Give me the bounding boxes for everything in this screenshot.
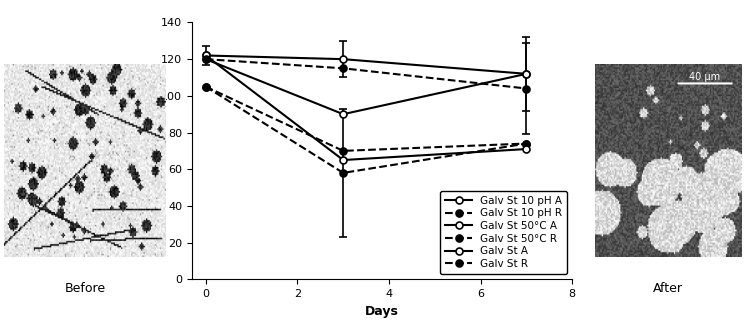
Text: After: After <box>653 282 683 295</box>
Text: Before: Before <box>65 282 105 295</box>
Galv St 10 pH A <box>339 112 348 116</box>
Galv St A <box>522 147 531 151</box>
Galv St 50°C R <box>339 149 348 153</box>
Galv St 10 pH R <box>201 85 210 89</box>
Line: Galv St R: Galv St R <box>203 56 530 92</box>
Galv St 50°C A <box>201 54 210 57</box>
Line: Galv St 10 pH A: Galv St 10 pH A <box>203 56 530 118</box>
Galv St 50°C A <box>522 72 531 76</box>
Galv St 10 pH R <box>522 142 531 145</box>
Legend: Galv St 10 pH A, Galv St 10 pH R, Galv St 50°C A, Galv St 50°C R, Galv St A, Gal: Galv St 10 pH A, Galv St 10 pH R, Galv S… <box>441 191 567 274</box>
Galv St 50°C A <box>339 57 348 61</box>
Galv St R <box>339 66 348 70</box>
Galv St R <box>201 57 210 61</box>
Galv St 10 pH A <box>522 72 531 76</box>
Y-axis label: Contact Angle: Contact Angle <box>142 107 156 195</box>
Galv St R <box>522 87 531 91</box>
X-axis label: Days: Days <box>365 305 399 317</box>
Galv St 50°C R <box>522 142 531 145</box>
Galv St A <box>339 158 348 162</box>
Line: Galv St 10 pH R: Galv St 10 pH R <box>203 83 530 176</box>
Line: Galv St 50°C R: Galv St 50°C R <box>203 83 530 154</box>
Galv St 10 pH R <box>339 171 348 175</box>
Line: Galv St 50°C A: Galv St 50°C A <box>203 52 530 77</box>
Galv St A <box>201 54 210 57</box>
Galv St 10 pH A <box>201 57 210 61</box>
Line: Galv St A: Galv St A <box>203 52 530 163</box>
Text: 40 μm: 40 μm <box>690 72 721 82</box>
Galv St 50°C R <box>201 85 210 89</box>
